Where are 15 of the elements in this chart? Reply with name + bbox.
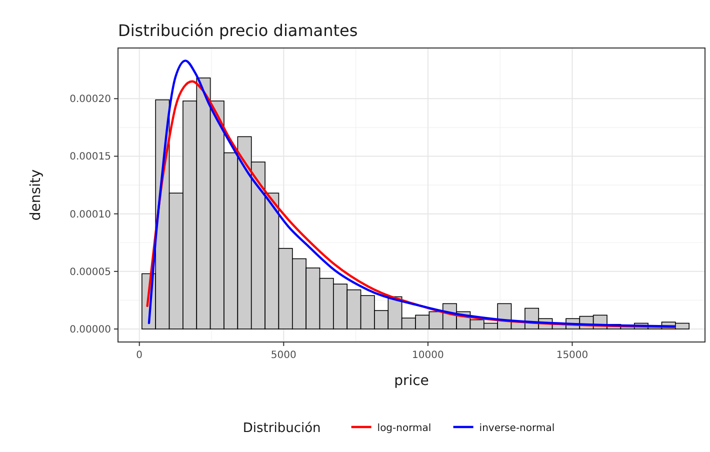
y-tick-label: 0.00010 [70,209,111,220]
x-axis-title: price [394,373,429,389]
x-tick-label: 15000 [556,350,588,361]
legend-label: log-normal [377,423,432,434]
legend-title: Distribución [242,421,321,436]
y-axis-title: density [28,169,44,221]
y-tick-label: 0.00020 [70,94,111,106]
x-tick-label: 10000 [412,350,444,361]
y-tick-label: 0.00005 [70,266,111,278]
x-tick-label: 0 [136,350,143,361]
legend-label: inverse-normal [479,423,555,434]
chart-title: Distribución precio diamantes [118,21,358,40]
y-tick-label: 0.00000 [70,324,111,336]
x-tick-label: 5000 [270,350,296,361]
y-tick-label: 0.00015 [70,152,111,163]
